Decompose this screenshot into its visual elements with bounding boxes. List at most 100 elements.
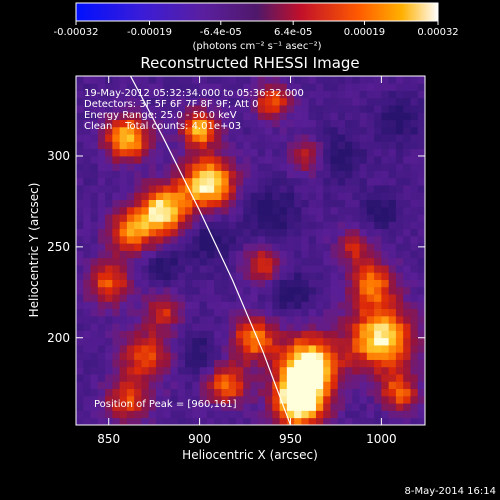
heatmap-cell	[352, 395, 360, 404]
heatmap-cell	[250, 163, 259, 171]
heatmap-cell	[279, 126, 288, 135]
heatmap-cell	[374, 294, 382, 302]
heatmap-cell	[381, 403, 390, 411]
heatmap-cell	[112, 134, 121, 142]
heatmap-cell	[315, 199, 324, 208]
heatmap-cell	[279, 185, 288, 193]
heatmap-cell	[381, 214, 390, 222]
heatmap-cell	[76, 119, 84, 128]
heatmap-cell	[301, 148, 310, 157]
heatmap-cell	[403, 417, 411, 425]
colorbar-tick-label: 0.00032	[417, 27, 458, 38]
heatmap-cell	[105, 155, 113, 164]
heatmap-cell	[272, 301, 280, 310]
heatmap-cell	[345, 192, 353, 200]
heatmap-cell	[388, 206, 397, 215]
heatmap-cell	[323, 97, 331, 106]
heatmap-cell	[185, 163, 193, 171]
heatmap-cell	[417, 221, 425, 230]
heatmap-cell	[199, 126, 208, 135]
heatmap-cell	[235, 279, 244, 288]
heatmap-cell	[337, 265, 346, 273]
heatmap-cell	[126, 330, 135, 339]
heatmap-cell	[134, 243, 142, 251]
heatmap-cell	[301, 170, 310, 179]
heatmap-cell	[301, 301, 310, 310]
heatmap-cell	[279, 345, 288, 353]
heatmap-cell	[330, 192, 339, 200]
heatmap-cell	[170, 221, 179, 230]
heatmap-cell	[170, 374, 179, 382]
heatmap-cell	[83, 308, 91, 317]
heatmap-cell	[250, 337, 259, 346]
heatmap-cell	[381, 148, 390, 157]
heatmap-cell	[141, 257, 150, 266]
heatmap-cell	[315, 221, 324, 230]
heatmap-cell	[141, 337, 150, 346]
heatmap-cell	[257, 119, 266, 128]
heatmap-cell	[403, 177, 411, 186]
heatmap-cell	[337, 163, 346, 171]
heatmap-cell	[206, 374, 215, 382]
heatmap-cell	[83, 315, 91, 324]
heatmap-cell	[337, 250, 346, 259]
heatmap-cell	[352, 119, 360, 128]
heatmap-cell	[141, 315, 150, 324]
heatmap-cell	[294, 148, 302, 157]
heatmap-cell	[148, 214, 157, 222]
heatmap-cell	[192, 374, 200, 382]
heatmap-cell	[330, 272, 339, 280]
heatmap-cell	[388, 272, 397, 280]
heatmap-cell	[294, 388, 302, 397]
heatmap-cell	[294, 315, 302, 324]
heatmap-cell	[76, 228, 84, 237]
heatmap-cell	[112, 395, 121, 404]
heatmap-cell	[163, 199, 171, 208]
heatmap-cell	[119, 403, 128, 411]
heatmap-cell	[315, 97, 324, 106]
heatmap-cell	[417, 388, 425, 397]
heatmap-cell	[163, 265, 171, 273]
heatmap-cell	[83, 388, 91, 397]
heatmap-cell	[294, 286, 302, 295]
heatmap-cell	[403, 352, 411, 360]
heatmap-cell	[126, 286, 135, 295]
heatmap-cell	[228, 141, 237, 150]
heatmap-cell	[206, 235, 215, 244]
heatmap-cell	[323, 330, 331, 339]
heatmap-cell	[315, 134, 324, 142]
heatmap-cell	[374, 388, 382, 397]
heatmap-cell	[294, 97, 302, 106]
heatmap-cell	[294, 170, 302, 179]
heatmap-cell	[185, 395, 193, 404]
heatmap-cell	[257, 170, 266, 179]
heatmap-cell	[126, 206, 135, 215]
heatmap-cell	[374, 301, 382, 310]
heatmap-cell	[381, 359, 390, 368]
heatmap-cell	[177, 381, 186, 390]
heatmap-cell	[250, 112, 259, 121]
heatmap-cell	[359, 345, 368, 353]
heatmap-cell	[308, 374, 317, 382]
heatmap-cell	[177, 315, 186, 324]
heatmap-cell	[141, 308, 150, 317]
heatmap-cell	[235, 141, 244, 150]
x-tick-label: 900	[188, 432, 211, 446]
heatmap-cell	[155, 330, 164, 339]
heatmap-cell	[250, 126, 259, 135]
heatmap-cell	[352, 301, 360, 310]
heatmap-cell	[105, 352, 113, 360]
heatmap-cell	[112, 235, 121, 244]
heatmap-cell	[105, 170, 113, 179]
heatmap-cell	[337, 388, 346, 397]
heatmap-cell	[90, 163, 99, 171]
heatmap-cell	[134, 141, 142, 150]
heatmap-cell	[374, 163, 382, 171]
heatmap-cell	[134, 185, 142, 193]
heatmap-cell	[410, 112, 419, 121]
heatmap-cell	[308, 112, 317, 121]
heatmap-cell	[366, 199, 375, 208]
heatmap-cell	[192, 403, 200, 411]
heatmap-cell	[374, 192, 382, 200]
heatmap-cell	[388, 199, 397, 208]
